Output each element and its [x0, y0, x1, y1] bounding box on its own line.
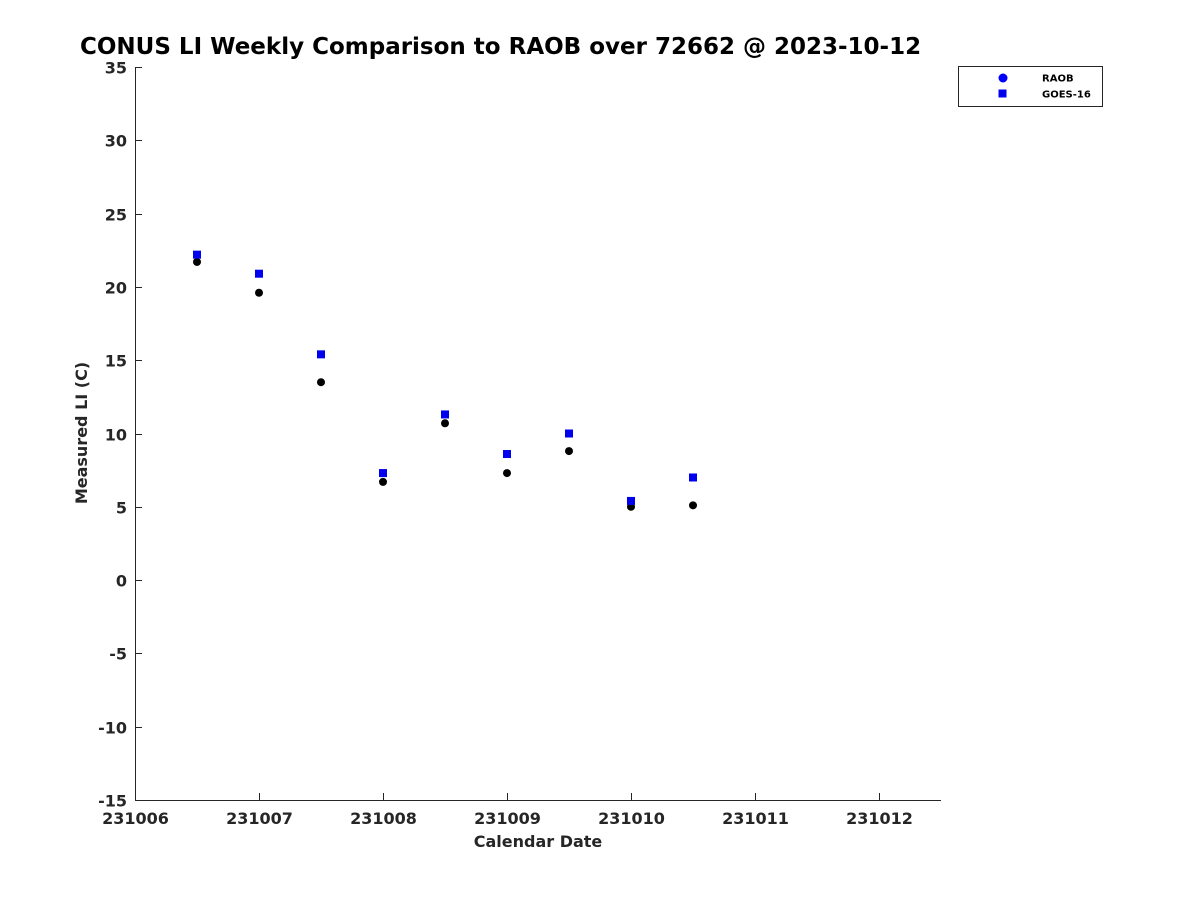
raob-point — [503, 469, 511, 478]
raob-point — [193, 257, 201, 266]
y-tick-label: 35 — [105, 59, 127, 78]
y-tick-label: -15 — [98, 792, 127, 811]
axes — [135, 67, 941, 801]
raob-point — [565, 447, 573, 456]
x-tick-label: 231006 — [102, 809, 169, 828]
x-axis-label: Calendar Date — [474, 832, 603, 851]
y-tick-label: -10 — [98, 719, 127, 738]
legend-raob-label: RAOB — [1042, 74, 1074, 85]
goes-16-point — [193, 250, 201, 259]
goes-16-point — [255, 269, 263, 278]
y-tick-label: 25 — [105, 206, 127, 225]
legend-goes-marker — [998, 89, 1007, 98]
chart-title: CONUS LI Weekly Comparison to RAOB over … — [80, 34, 921, 60]
x-tick-label: 231008 — [350, 809, 417, 828]
x-ticks: 231006 231007 231008 231009 231010 231011 2310… — [102, 793, 913, 828]
series-layer — [193, 250, 697, 511]
goes-16-point — [627, 496, 635, 505]
y-tick-label: 20 — [105, 279, 127, 298]
goes-16-point — [565, 429, 573, 438]
goes-16-point — [689, 473, 697, 482]
goes-16-point — [379, 469, 387, 478]
y-tick-label: -5 — [109, 645, 127, 664]
raob-point — [317, 378, 325, 387]
raob-point — [441, 419, 449, 428]
y-tick-label: 5 — [116, 499, 127, 518]
raob-point — [379, 477, 387, 486]
y-ticks: 35 30 25 20 15 10 5 0 -5 -10 -15 — [98, 59, 142, 811]
x-tick-label: 231010 — [598, 809, 665, 828]
x-tick-label: 231011 — [722, 809, 789, 828]
goes-16-point — [441, 410, 449, 419]
x-tick-label: 231007 — [226, 809, 293, 828]
y-tick-label: 30 — [105, 132, 127, 151]
raob-point — [255, 288, 263, 297]
series-raob — [193, 257, 697, 511]
legend-goes-label: GOES-16 — [1042, 90, 1091, 101]
series-goes-16 — [193, 250, 697, 505]
y-tick-label: 15 — [105, 352, 127, 371]
goes-16-point — [317, 350, 325, 359]
y-tick-label: 0 — [116, 572, 127, 591]
goes-16-point — [503, 450, 511, 459]
legend: RAOB GOES-16 — [958, 66, 1103, 107]
y-tick-label: 10 — [105, 426, 127, 445]
legend-raob-marker — [998, 73, 1008, 83]
y-axis-label: Measured LI (C) — [72, 362, 91, 504]
x-tick-label: 231009 — [474, 809, 541, 828]
raob-point — [689, 501, 697, 510]
x-tick-label: 231012 — [846, 809, 913, 828]
legend-box — [958, 66, 1103, 107]
